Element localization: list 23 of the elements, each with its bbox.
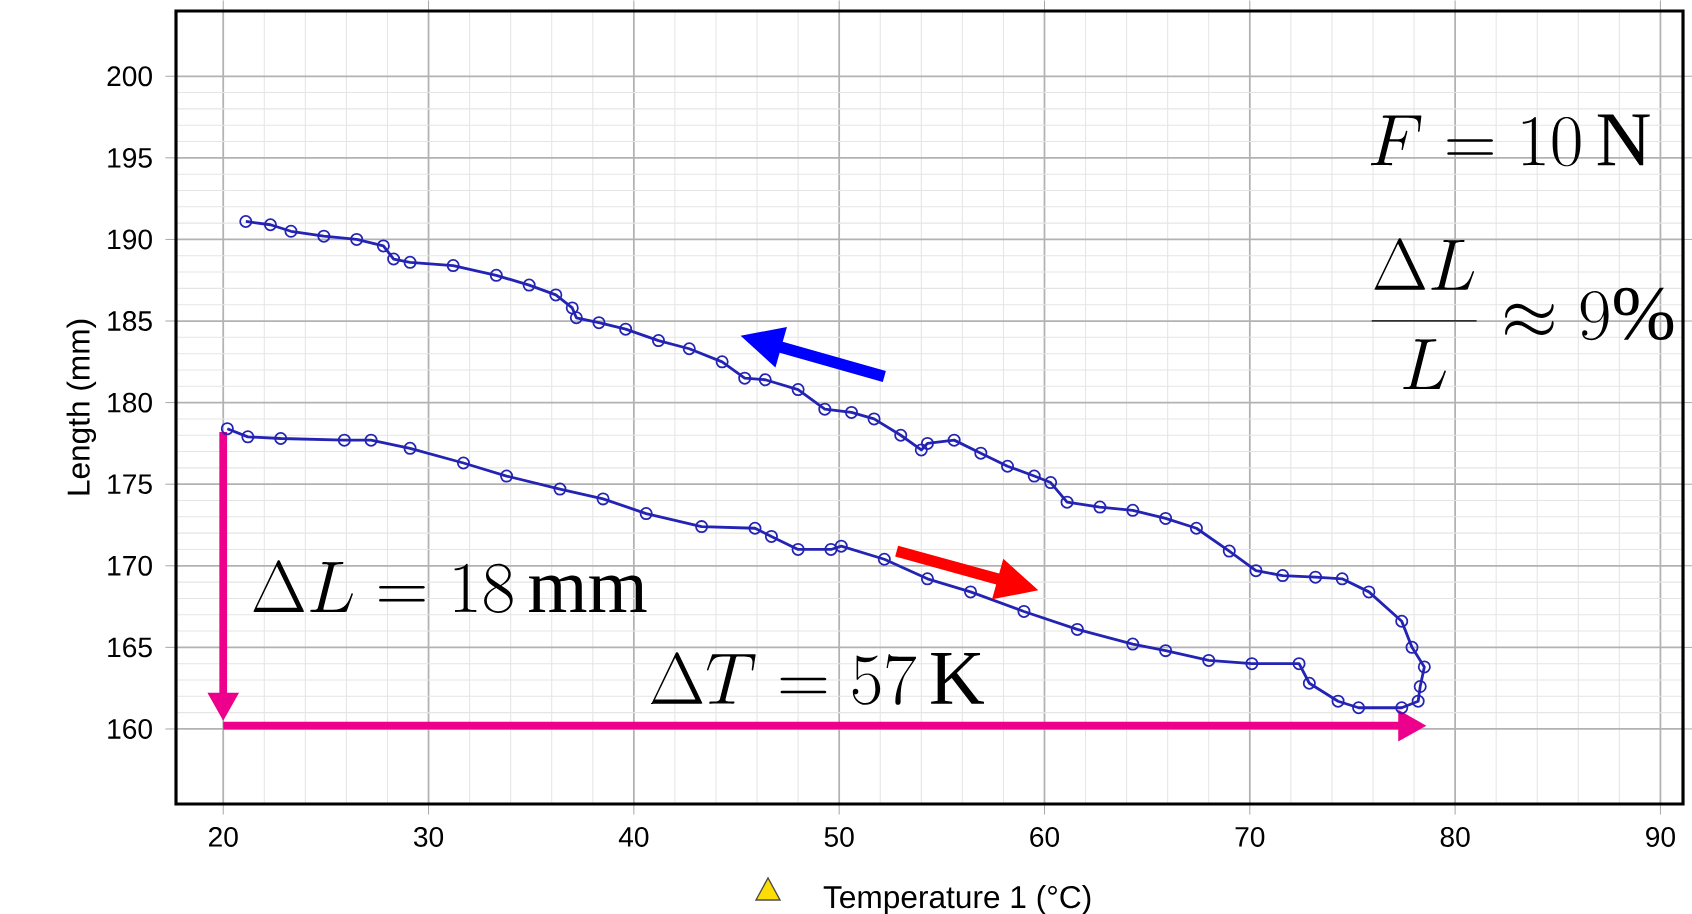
y-tick-label: 180 xyxy=(108,392,152,413)
x-tick-label: 60 xyxy=(1030,826,1060,847)
annotation: $\Delta L = 18\,\mathrm{mm}$ xyxy=(253,560,647,614)
y-tick-label: 160 xyxy=(108,719,152,739)
x-tick-label: 80 xyxy=(1440,826,1470,847)
annotation: $\frac{\Delta L}{L} \approx 9\%$ xyxy=(1371,238,1674,390)
y-tick-label: 190 xyxy=(108,229,152,250)
x-tick-label: 90 xyxy=(1646,826,1675,847)
x-tick-label: 20 xyxy=(209,826,238,847)
y-tick-label: 200 xyxy=(107,66,152,87)
x-axis-title: Temperature 1 (°C) xyxy=(823,885,1091,914)
annotation: $\Delta T = 57\,\mathrm{K}$ xyxy=(651,652,984,705)
x-tick-label: 30 xyxy=(413,826,444,847)
y-tick-label: 185 xyxy=(108,311,152,331)
x-tick-label: 70 xyxy=(1235,826,1265,847)
y-axis-title: Length (mm) xyxy=(66,319,97,495)
annotation: $F = 10\,\mathrm{N}$ xyxy=(1370,114,1650,167)
y-tick-label: 170 xyxy=(108,555,152,576)
y-tick-label: 175 xyxy=(108,474,152,494)
y-tick-label: 195 xyxy=(108,147,152,168)
y-tick-label: 165 xyxy=(108,637,152,658)
x-tick-label: 40 xyxy=(618,826,649,847)
x-tick-label: 50 xyxy=(824,826,854,847)
